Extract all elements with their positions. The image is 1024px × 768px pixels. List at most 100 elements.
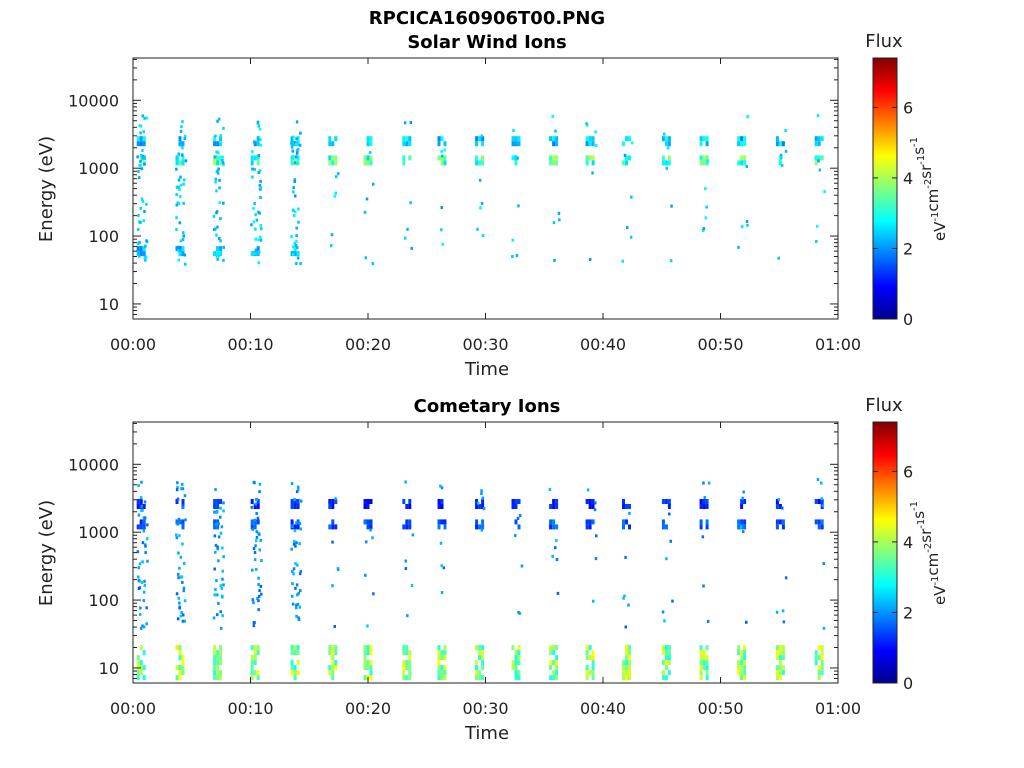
spectrogram-cell <box>177 551 180 555</box>
spectrogram-cell <box>177 617 180 621</box>
spectrogram-cell <box>517 204 520 208</box>
spectrogram-cell <box>740 650 744 656</box>
x-tick-label: 00:20 <box>345 335 391 354</box>
spectrogram-cell <box>481 675 485 681</box>
spectrogram-cell <box>216 613 219 617</box>
spectrogram-cell <box>181 670 185 676</box>
spectrogram-cell <box>664 524 668 530</box>
spectrogram-cell <box>518 514 522 518</box>
spectrogram-cell <box>137 242 140 245</box>
spectrogram-cell <box>181 524 185 530</box>
spectrogram-cell <box>775 655 779 661</box>
spectrogram-cell <box>661 499 665 504</box>
spectrogram-cell <box>437 660 441 666</box>
spectrogram-cell <box>290 660 294 666</box>
spectrogram-cell <box>334 175 338 179</box>
spectrogram-cell <box>402 136 406 142</box>
spectrogram-cell <box>141 541 145 545</box>
spectrogram-cell <box>257 171 261 174</box>
spectrogram-cell <box>514 499 518 504</box>
spectrogram-cell <box>625 660 628 666</box>
spectrogram-cell <box>705 504 709 509</box>
spectrogram-cell <box>138 164 141 167</box>
spectrogram-cell <box>478 504 482 509</box>
spectrogram-cell <box>517 524 521 530</box>
spectrogram-cell <box>214 134 217 138</box>
spectrogram-cell <box>177 576 180 580</box>
y-tick-label: 10 <box>99 295 119 314</box>
spectrogram-cell <box>443 155 447 161</box>
spectrogram-cell <box>622 524 625 530</box>
spectrogram-cell <box>290 482 294 485</box>
spectrogram-cell <box>139 524 143 530</box>
spectrogram-cell <box>667 141 671 147</box>
spectrogram-cell <box>293 246 297 252</box>
spectrogram-cell <box>175 203 178 207</box>
spectrogram-cell <box>440 149 443 153</box>
spectrogram-cell <box>181 238 185 242</box>
spectrogram-cell <box>552 504 556 509</box>
spectrogram-cell <box>180 611 183 614</box>
spectrogram-cell <box>142 130 145 134</box>
spectrogram-cell <box>216 160 220 166</box>
spectrogram-cell <box>702 499 706 504</box>
spectrogram-cell <box>291 208 295 212</box>
spectrogram-cell <box>254 248 258 252</box>
spectrogram-cell <box>555 670 559 676</box>
spectrogram-cell <box>180 575 184 579</box>
spectrogram-cell <box>475 504 479 509</box>
spectrogram-cell <box>555 504 559 509</box>
spectrogram-cell <box>181 160 185 166</box>
spectrogram-cell <box>585 519 589 525</box>
spectrogram-cell <box>139 660 143 666</box>
spectrogram-cell <box>217 151 220 155</box>
spectrogram-cell <box>214 227 217 231</box>
spectrogram-cell <box>215 522 218 526</box>
spectrogram-cell <box>136 550 140 554</box>
x-tick-label: 00:30 <box>462 699 508 718</box>
spectrogram-cell <box>175 533 178 537</box>
spectrogram-cell <box>215 579 218 582</box>
spectrogram-cell <box>661 675 665 681</box>
spectrogram-cell <box>743 519 747 525</box>
spectrogram-cell <box>820 655 824 661</box>
spectrogram-cell <box>743 645 747 651</box>
spectrogram-cell <box>137 213 140 217</box>
spectrogram-cell <box>181 619 185 623</box>
x-tick-label: 00:10 <box>227 699 273 718</box>
spectrogram-cell <box>144 544 147 548</box>
spectrogram-cell <box>177 517 181 521</box>
spectrogram-cell <box>250 519 254 525</box>
spectrogram-cell <box>369 670 373 676</box>
spectrogram-cell <box>511 255 514 258</box>
spectrogram-cell <box>290 235 293 239</box>
spectrogram-cell <box>177 152 180 156</box>
spectrogram-cell <box>480 134 483 138</box>
spectrogram-cell <box>334 524 338 530</box>
spectrogram-cell <box>181 251 185 257</box>
spectrogram-cell <box>331 540 334 544</box>
spectrogram-cell <box>145 255 148 259</box>
spectrogram-cell <box>443 519 447 525</box>
spectrogram-cell <box>481 650 485 656</box>
spectrogram-cell <box>215 211 218 215</box>
spectrogram-cell <box>475 155 479 161</box>
spectrogram-cell <box>372 592 375 596</box>
spectrogram-cell <box>481 155 485 161</box>
spectrogram-cell <box>259 584 263 588</box>
spectrogram-cell <box>137 484 140 488</box>
spectrogram-cell <box>443 665 447 671</box>
colorbar-gradient-solar-wind <box>872 57 898 320</box>
spectrogram-cell <box>816 478 820 481</box>
spectrogram-cell <box>661 136 665 142</box>
spectrogram-cell <box>366 624 369 628</box>
spectrogram-cell <box>257 599 260 603</box>
spectrogram-cell <box>328 670 332 676</box>
spectrogram-cell <box>292 572 295 576</box>
spectrogram-cell <box>481 499 485 504</box>
spectrogram-cell <box>625 519 628 525</box>
spectrogram-cell <box>213 660 217 666</box>
spectrogram-cell <box>368 151 372 155</box>
spectrogram-cell <box>293 241 296 245</box>
spectrogram-cell <box>585 122 588 126</box>
